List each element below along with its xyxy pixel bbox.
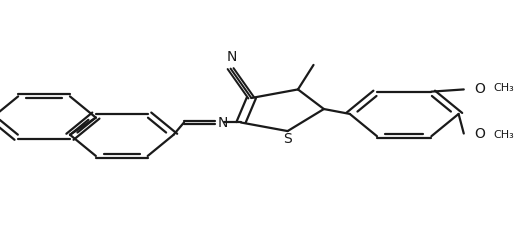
Text: S: S [283,132,292,146]
Text: CH₃: CH₃ [494,130,515,140]
Text: O: O [474,126,485,141]
Text: CH₃: CH₃ [494,83,515,93]
Text: N: N [218,115,228,130]
Text: N: N [226,50,237,64]
Text: O: O [474,82,485,97]
